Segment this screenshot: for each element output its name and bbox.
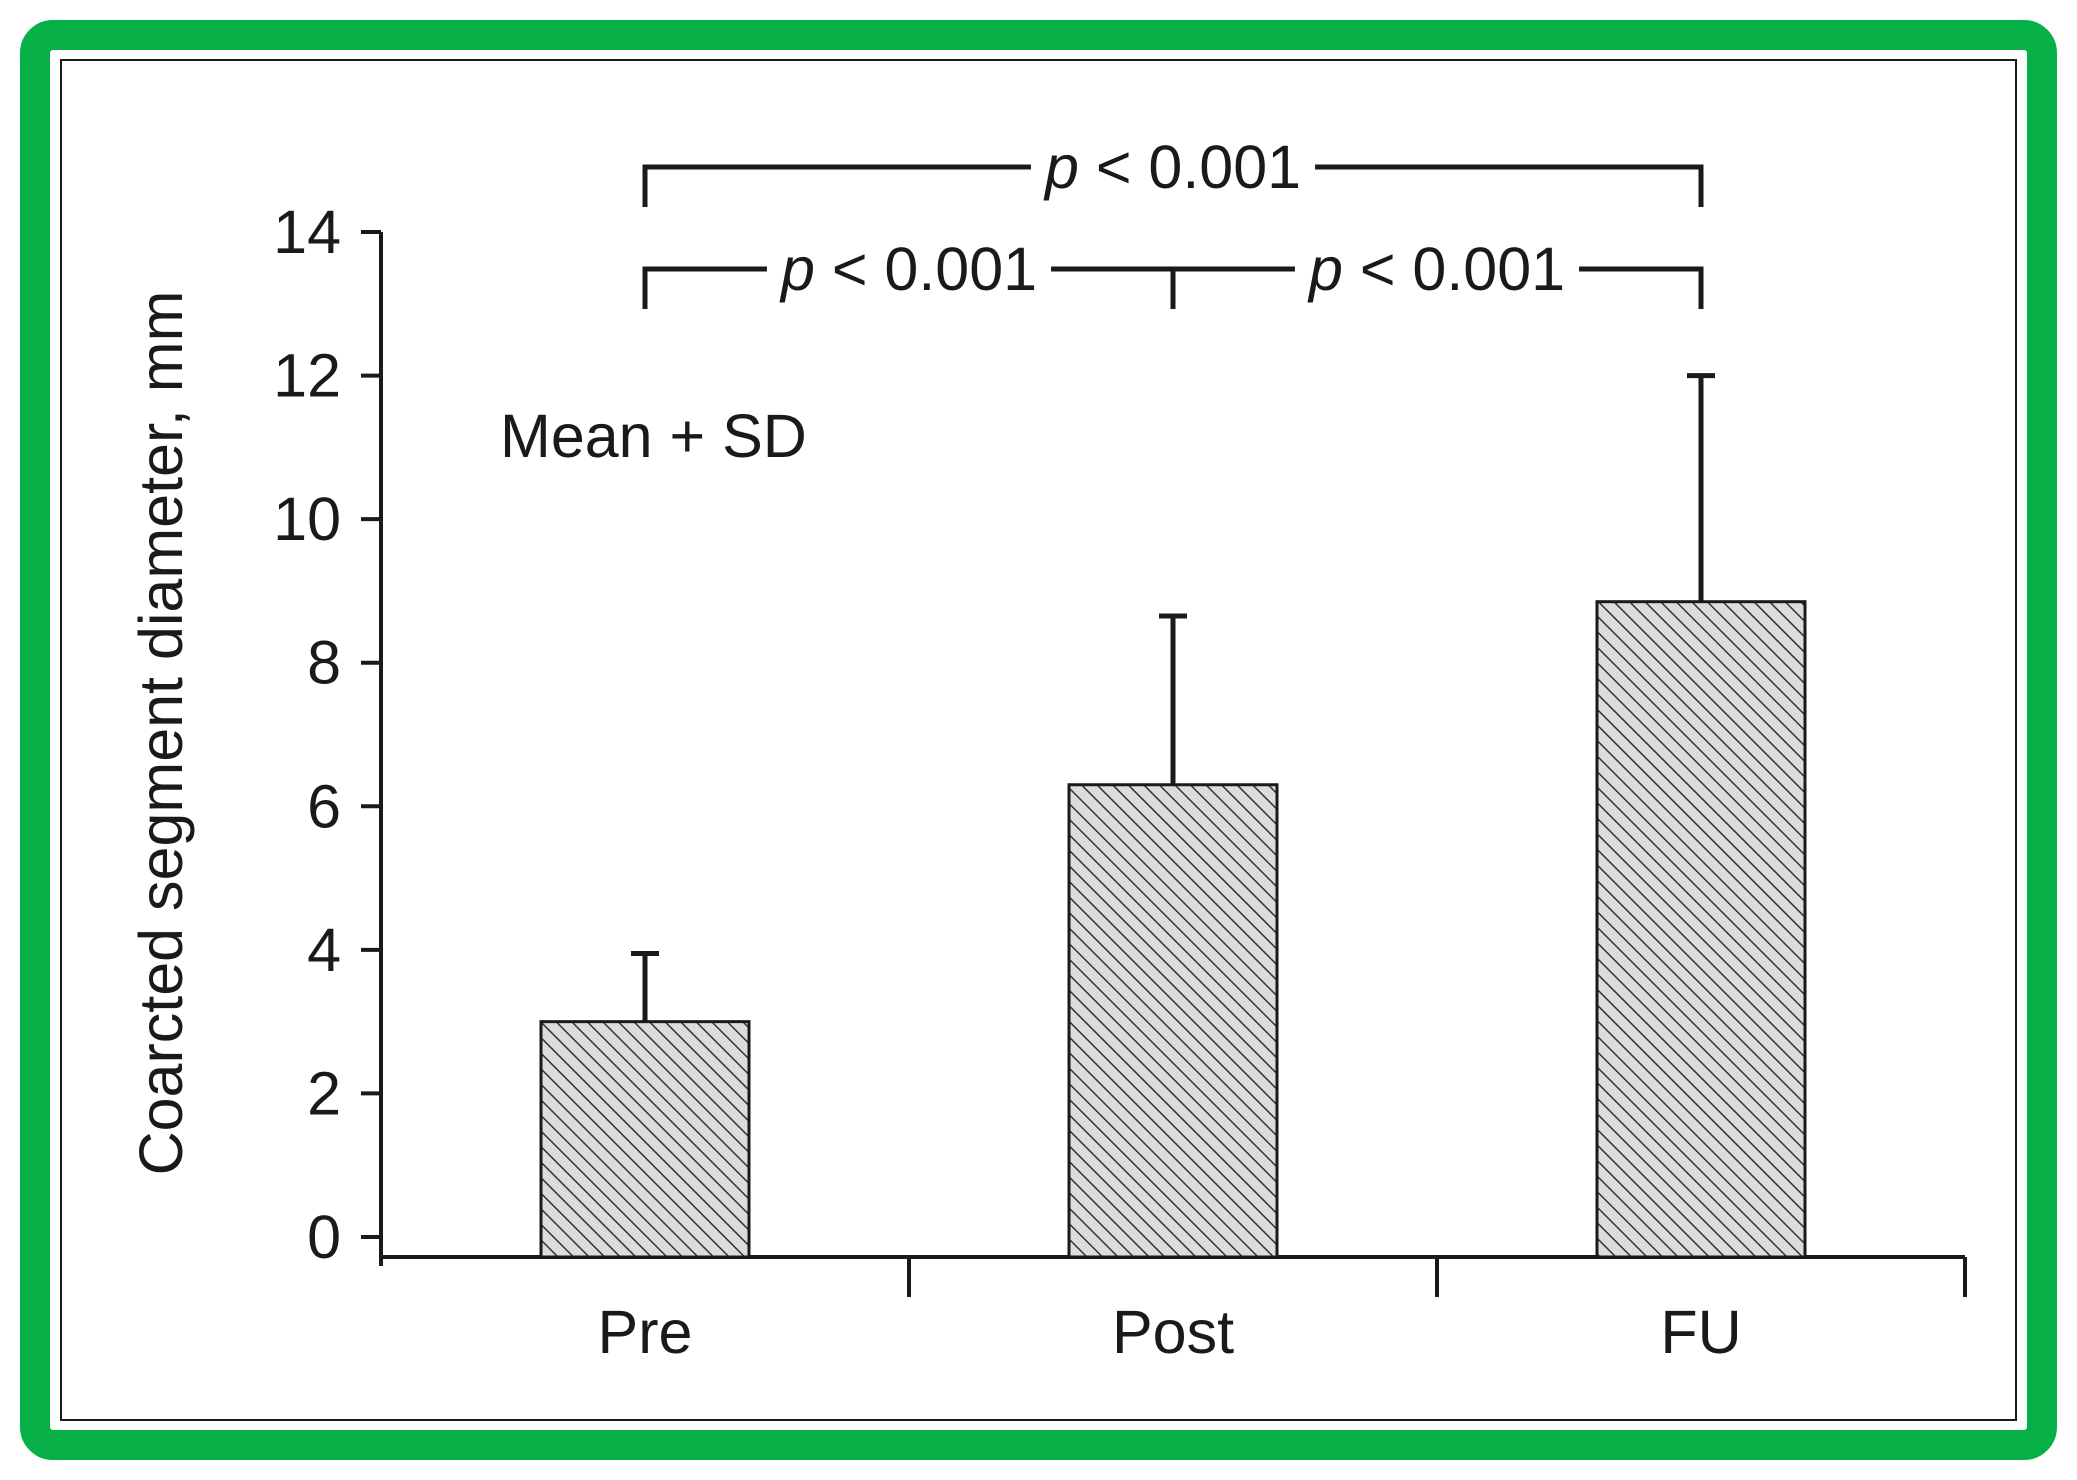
bars bbox=[539, 600, 1807, 1259]
x-category-label: Pre bbox=[598, 1298, 693, 1366]
significance-bracket: p < 0.001 bbox=[642, 235, 1176, 309]
y-tick-label: 6 bbox=[307, 772, 341, 840]
y-tick-label: 4 bbox=[307, 916, 341, 984]
error-bars bbox=[631, 373, 1715, 1022]
p-value-label: p < 0.001 bbox=[1307, 235, 1565, 303]
x-category-label: Post bbox=[1112, 1298, 1234, 1366]
x-category-label: FU bbox=[1660, 1298, 1741, 1366]
p-value-label: p < 0.001 bbox=[1043, 133, 1301, 201]
bar bbox=[539, 1020, 751, 1259]
y-tick-label: 12 bbox=[273, 342, 341, 410]
y-tick-label: 14 bbox=[273, 198, 341, 266]
bracket-line bbox=[642, 164, 1704, 207]
plot-panel-border bbox=[60, 59, 2017, 1421]
significance-bracket: p < 0.001 bbox=[642, 133, 1704, 207]
y-tick-label: 8 bbox=[307, 629, 341, 697]
y-axis-title: Coarcted segment diameter, mm bbox=[127, 291, 195, 1176]
y-axis: 0 2 4 6 8 10 12 14 bbox=[273, 198, 383, 1271]
bar bbox=[1067, 783, 1279, 1259]
y-tick-label: 10 bbox=[273, 485, 341, 553]
p-value-label: p < 0.001 bbox=[779, 235, 1037, 303]
mean-sd-annotation: Mean + SD bbox=[500, 402, 807, 470]
bar bbox=[1595, 600, 1807, 1259]
y-tick-label: 0 bbox=[307, 1203, 341, 1271]
figure-frame bbox=[20, 20, 2057, 1460]
y-tick-label: 2 bbox=[307, 1059, 341, 1127]
